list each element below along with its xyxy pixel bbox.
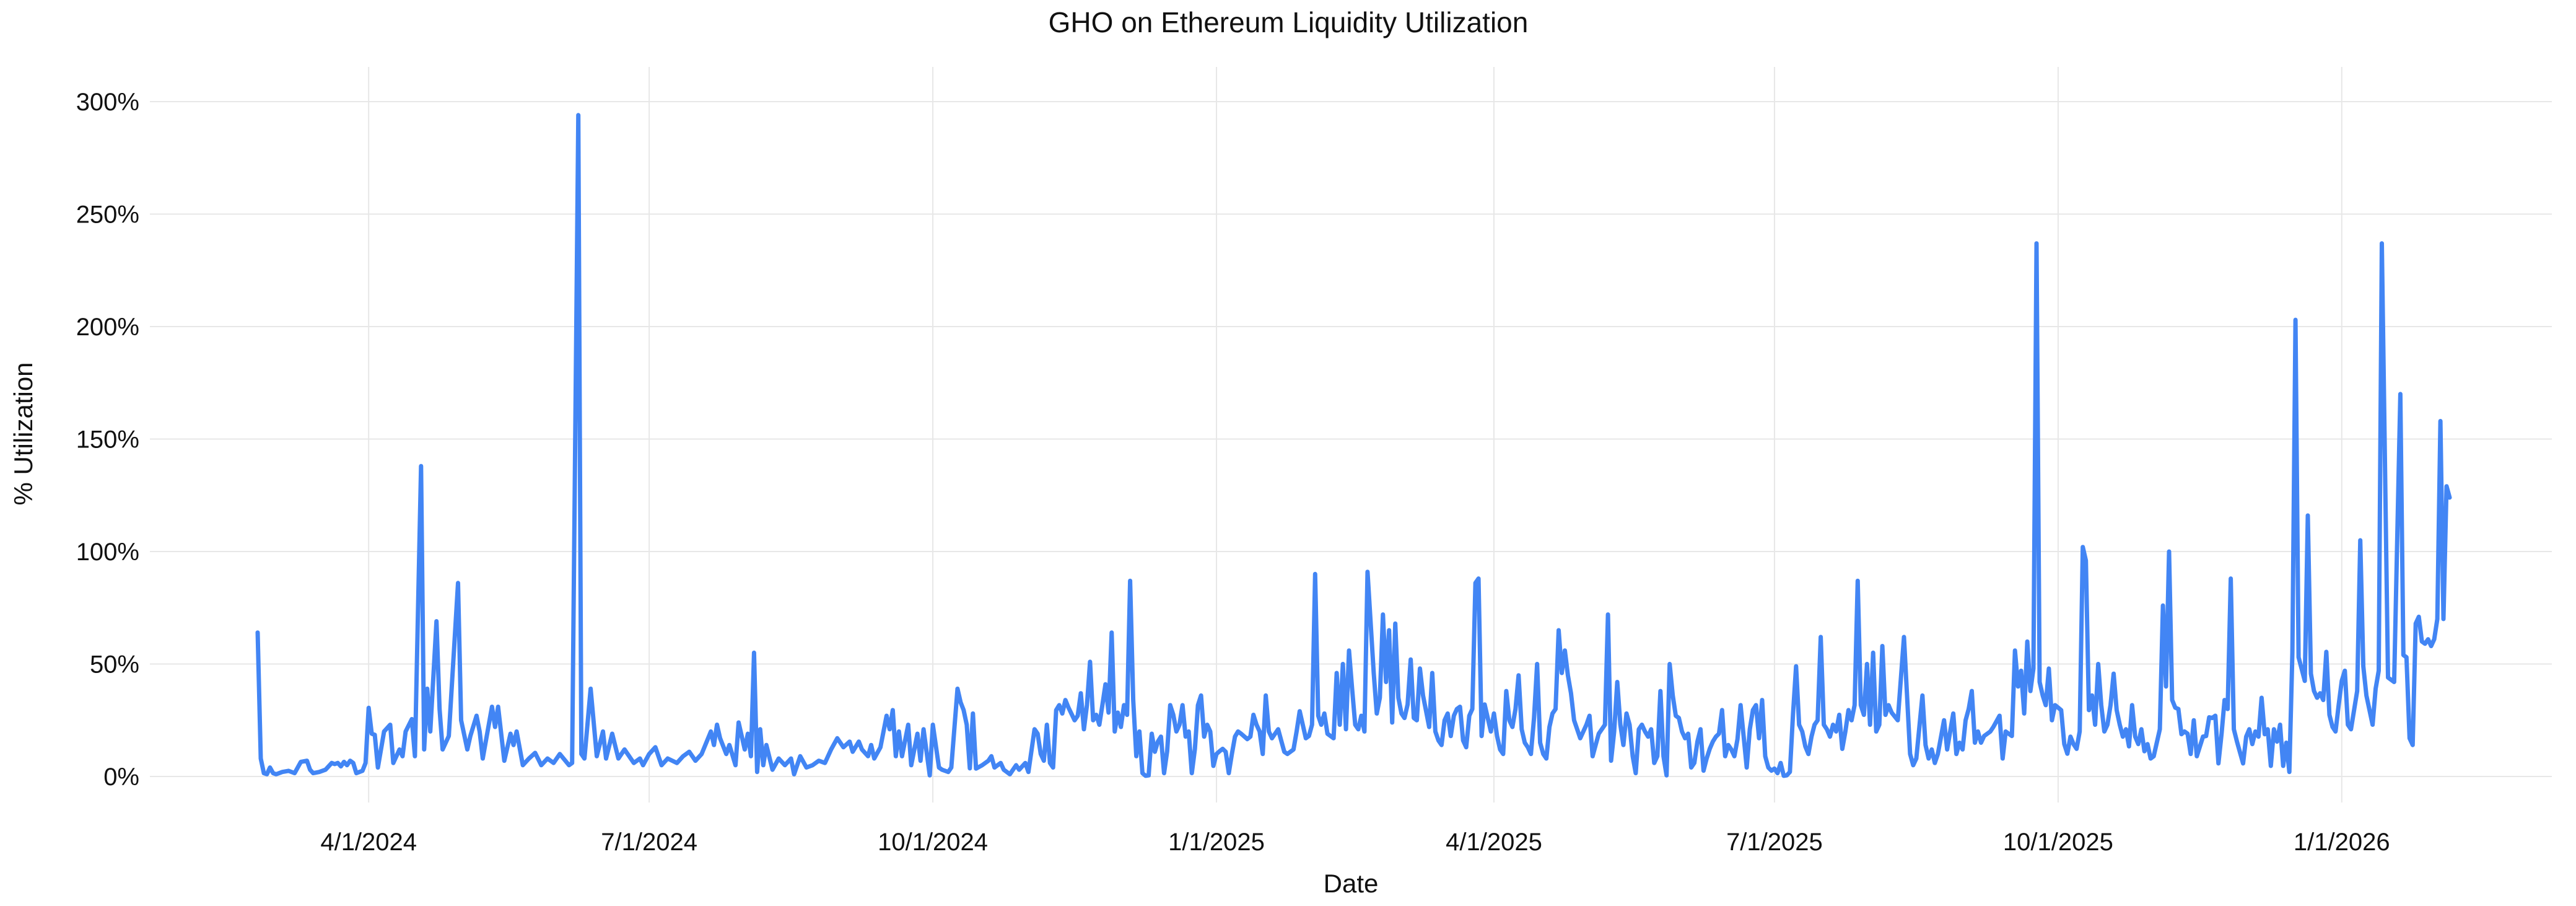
y-tick-label: 150% <box>76 426 139 454</box>
x-tick-label: 4/1/2024 <box>320 829 417 856</box>
y-tick-label: 0% <box>103 763 139 791</box>
x-tick-label: 10/1/2024 <box>878 829 988 856</box>
x-tick-label: 10/1/2025 <box>2003 829 2113 856</box>
y-axis-title: % Utilization <box>9 362 38 505</box>
y-tick-label: 250% <box>76 201 139 229</box>
gridlines <box>150 67 2552 803</box>
x-tick-label: 1/1/2025 <box>1168 829 1265 856</box>
chart-title: GHO on Ethereum Liquidity Utilization <box>1049 6 1529 38</box>
series-group <box>255 113 2452 778</box>
x-tick-label: 4/1/2025 <box>1446 829 1542 856</box>
y-tick-label: 300% <box>76 89 139 116</box>
y-tick-label: 50% <box>90 651 139 679</box>
x-axis-title: Date <box>1324 869 1379 898</box>
y-tick-label: 200% <box>76 314 139 341</box>
x-tick-label: 1/1/2026 <box>2294 829 2390 856</box>
x-tick-label: 7/1/2024 <box>601 829 697 856</box>
x-tick-label: 7/1/2025 <box>1726 829 1823 856</box>
tick-labels: 0% 50% 100% 150% 200% 250% 300% 4/1/2024 7/1/202… <box>76 89 2390 856</box>
y-tick-label: 100% <box>76 539 139 566</box>
utilization-line-series <box>255 113 2452 778</box>
